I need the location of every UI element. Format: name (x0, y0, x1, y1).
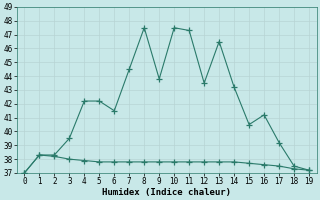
X-axis label: Humidex (Indice chaleur): Humidex (Indice chaleur) (102, 188, 231, 197)
